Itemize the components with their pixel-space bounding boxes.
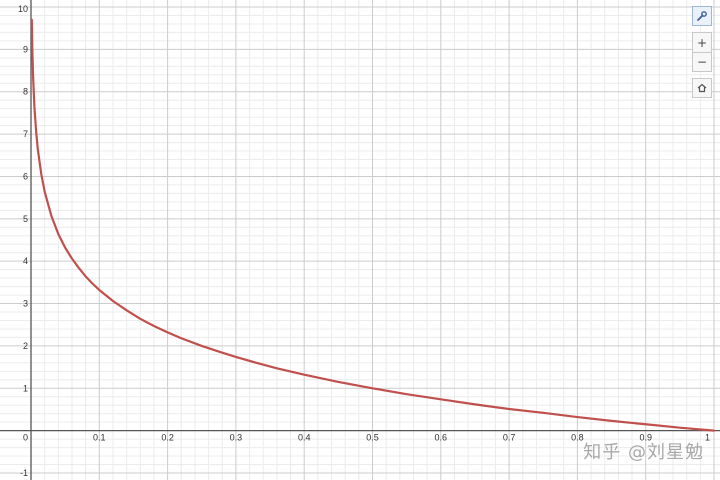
x-tick-label: 0.1	[93, 433, 106, 443]
home-icon[interactable]	[692, 78, 712, 98]
y-tick-label: 6	[23, 171, 28, 181]
zoom-in-button[interactable]: +	[692, 32, 712, 52]
y-tick-label: 3	[23, 299, 28, 309]
graph-toolbar: + −	[692, 6, 714, 98]
curve-layer	[30, 18, 716, 432]
x-tick-label: 0	[23, 433, 28, 443]
wrench-glyph	[697, 11, 707, 21]
watermark: 知乎 @刘星勉	[583, 442, 704, 463]
x-tick-label: 0.3	[230, 433, 243, 443]
home-glyph	[697, 83, 707, 93]
x-tick-label: 0.6	[435, 433, 448, 443]
x-tick-label: 0.4	[298, 433, 311, 443]
y-tick-label: 8	[23, 87, 28, 97]
x-tick-label: 0.5	[366, 433, 379, 443]
x-tick-label: 1	[705, 433, 710, 443]
y-tick-label: 5	[23, 214, 28, 224]
zoom-out-button[interactable]: −	[692, 52, 712, 72]
y-tick-label: 7	[23, 129, 28, 139]
wrench-icon[interactable]	[692, 6, 712, 26]
x-tick-label: 0.2	[161, 433, 174, 443]
y-tick-label: 1	[23, 383, 28, 393]
series-line-0	[30, 18, 716, 432]
y-tick-label: 2	[23, 341, 28, 351]
y-tick-label: 4	[23, 256, 28, 266]
y-tick-label: -1	[20, 468, 28, 478]
y-tick-label: 10	[18, 4, 28, 14]
x-tick-label: 0.8	[571, 433, 584, 443]
x-tick-label: 0.7	[503, 433, 516, 443]
tick-labels: 0 0.1 0.2 0.3 0.4 0.5 0.6 0.7 0.8 0.9 1 -1 1 2 3 4 5 6 7 8 9…	[18, 4, 710, 478]
x-tick-label: 0.9	[639, 433, 652, 443]
y-tick-label: 9	[23, 44, 28, 54]
